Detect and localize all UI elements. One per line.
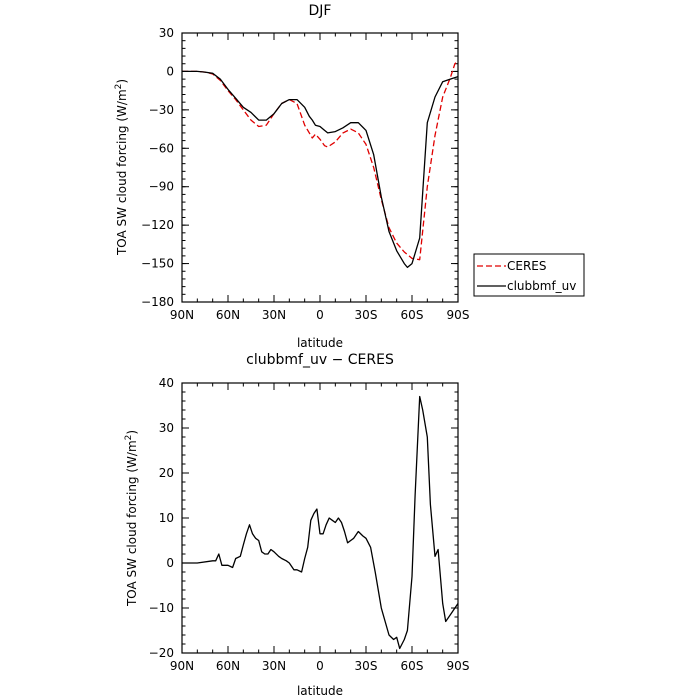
y-tick-labels: 40 30 20 10 0 −10 −20	[149, 376, 174, 660]
x-tick-label: 30N	[262, 659, 286, 673]
plot-frame	[181, 382, 459, 654]
x-tick-label: 30S	[355, 659, 378, 673]
x-tick-labels: 90N 60N 30N 0 30S 60S 90S	[170, 659, 470, 673]
x-tick-label: 90N	[170, 308, 194, 322]
x-tick-labels: 90N 60N 30N 0 30S 60S 90S	[170, 308, 470, 322]
y-tick-label: 40	[159, 376, 174, 390]
legend-box	[473, 253, 585, 297]
series-lines	[182, 395, 459, 650]
y-tick-label: 0	[166, 64, 174, 78]
chart-title: clubbmf_uv − CERES	[246, 352, 394, 368]
chart-title: DJF	[309, 3, 332, 19]
y-tick-label: 0	[166, 556, 174, 570]
tick-marks	[181, 32, 459, 303]
y-axis-label: TOA SW cloud forcing (W/m2)	[114, 79, 129, 256]
x-tick-label: 90S	[447, 308, 470, 322]
y-tick-label: −20	[149, 646, 174, 660]
y-tick-label: −90	[149, 180, 174, 194]
panel-bottom-chart: clubbmf_uv − CERES TOA SW cloud forcing …	[124, 352, 469, 698]
legend: CERES clubbmf_uv	[473, 253, 585, 297]
y-tick-label: −120	[141, 218, 174, 232]
y-tick-label: −180	[141, 295, 174, 309]
y-tick-label: −30	[149, 103, 174, 117]
x-tick-label: 30S	[355, 308, 378, 322]
x-tick-label: 0	[316, 308, 324, 322]
y-axis-label: TOA SW cloud forcing (W/m2)	[124, 430, 139, 607]
legend-label-ceres: CERES	[507, 259, 547, 273]
y-tick-label: 20	[159, 466, 174, 480]
x-tick-label: 0	[316, 659, 324, 673]
x-axis-label: latitude	[297, 684, 343, 698]
y-tick-label: −10	[149, 601, 174, 615]
series-line-clubbmf-uv-ceres	[182, 395, 459, 650]
x-axis-label: latitude	[297, 336, 343, 350]
tick-marks	[181, 382, 459, 654]
plot-frame	[181, 32, 459, 303]
series-line-clubbmf-uv	[182, 70, 459, 269]
x-tick-label: 60N	[216, 659, 240, 673]
y-tick-label: 30	[159, 421, 174, 435]
x-tick-label: 60S	[401, 308, 424, 322]
y-tick-label: 10	[159, 511, 174, 525]
y-tick-label: −60	[149, 141, 174, 155]
x-tick-label: 90S	[447, 659, 470, 673]
legend-label-clubbmf-uv: clubbmf_uv	[507, 279, 576, 293]
y-tick-labels: 30 0 −30 −60 −90 −120 −150 −180	[141, 26, 174, 309]
x-tick-label: 30N	[262, 308, 286, 322]
panel-top-chart: DJF TOA SW cloud forcing (W/m2) latitude…	[114, 3, 585, 350]
x-tick-label: 90N	[170, 659, 194, 673]
x-tick-label: 60S	[401, 659, 424, 673]
series-lines	[182, 60, 459, 269]
series-line-ceres	[182, 60, 459, 261]
x-tick-label: 60N	[216, 308, 240, 322]
y-tick-label: 30	[159, 26, 174, 40]
y-tick-label: −150	[141, 257, 174, 271]
